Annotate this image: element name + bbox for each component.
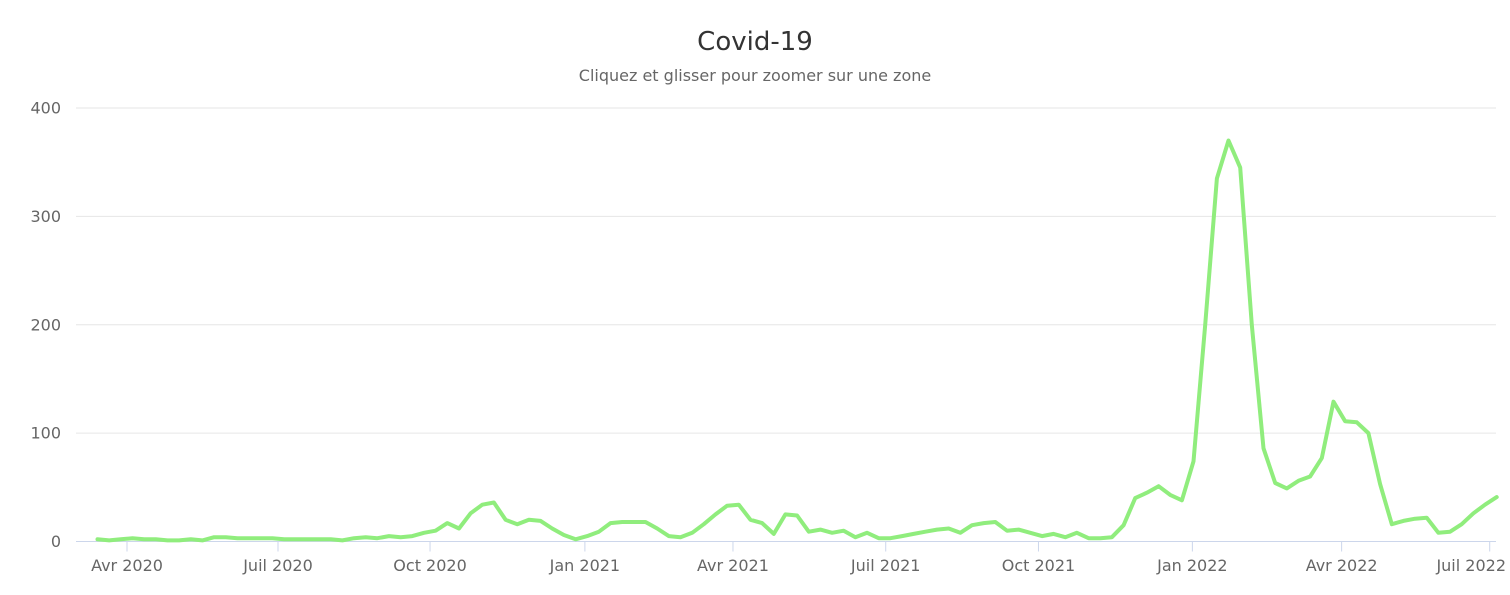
x-axis-label: Jan 2021 xyxy=(549,556,620,575)
x-axis-label: Juil 2021 xyxy=(850,556,921,575)
x-axis-label: Juil 2022 xyxy=(1435,556,1506,575)
x-axis-label: Avr 2021 xyxy=(697,556,769,575)
x-axis-label: Avr 2022 xyxy=(1306,556,1378,575)
y-axis-label: 0 xyxy=(51,532,61,551)
series-layer xyxy=(95,138,1499,543)
y-axis-label: 400 xyxy=(30,99,61,118)
y-axis-label: 200 xyxy=(30,315,61,334)
x-axis-label: Avr 2020 xyxy=(91,556,163,575)
x-axis-label: Juil 2020 xyxy=(242,556,313,575)
series-line[interactable] xyxy=(95,138,1499,543)
y-axis-label: 100 xyxy=(30,424,61,443)
plot-area[interactable] xyxy=(76,96,1496,542)
x-axis-label: Jan 2022 xyxy=(1156,556,1227,575)
x-axis-label: Oct 2020 xyxy=(393,556,466,575)
chart-subtitle: Cliquez et glisser pour zoomer sur une z… xyxy=(578,66,932,85)
chart-title: Covid-19 xyxy=(697,27,813,57)
y-axis-label: 300 xyxy=(30,207,61,226)
axis-layer: 0 100 200 300 400 Avr 2020 Juil 2020 Oct 2020 Ja… xyxy=(30,99,1506,576)
x-axis-label: Oct 2021 xyxy=(1002,556,1075,575)
